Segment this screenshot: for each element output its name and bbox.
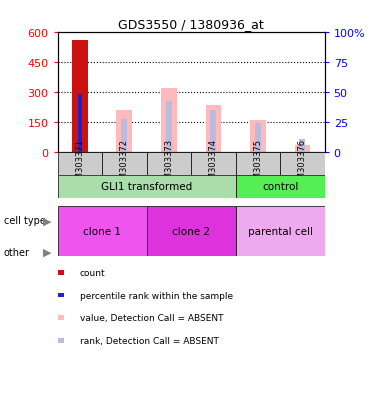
Bar xyxy=(166,102,172,153)
Text: rank, Detection Call = ABSENT: rank, Detection Call = ABSENT xyxy=(80,336,219,345)
Bar xyxy=(147,153,191,176)
Bar xyxy=(236,176,325,198)
Text: GSM303371: GSM303371 xyxy=(75,139,84,190)
Bar xyxy=(295,145,310,153)
Title: GDS3550 / 1380936_at: GDS3550 / 1380936_at xyxy=(118,17,264,31)
Text: control: control xyxy=(262,182,298,192)
Text: other: other xyxy=(4,247,30,257)
Bar xyxy=(250,121,266,153)
Bar xyxy=(58,176,236,198)
Bar xyxy=(102,153,147,176)
Bar xyxy=(147,206,236,256)
Bar xyxy=(255,123,261,153)
Bar xyxy=(280,153,325,176)
Bar xyxy=(299,140,305,153)
Bar xyxy=(236,153,280,176)
Text: count: count xyxy=(80,268,105,277)
Bar xyxy=(58,153,102,176)
Text: value, Detection Call = ABSENT: value, Detection Call = ABSENT xyxy=(80,313,223,323)
Text: GSM303375: GSM303375 xyxy=(253,139,262,190)
Text: GSM303374: GSM303374 xyxy=(209,139,218,190)
Text: parental cell: parental cell xyxy=(247,226,313,236)
Bar xyxy=(210,111,216,153)
Bar xyxy=(78,95,82,153)
Text: clone 2: clone 2 xyxy=(172,226,210,236)
Text: GLI1 transformed: GLI1 transformed xyxy=(101,182,192,192)
Text: GSM303376: GSM303376 xyxy=(298,139,307,190)
Bar xyxy=(206,106,221,153)
Text: ▶: ▶ xyxy=(43,247,51,257)
Bar xyxy=(72,41,88,153)
Text: clone 1: clone 1 xyxy=(83,226,121,236)
Bar xyxy=(121,120,127,153)
Bar xyxy=(161,89,177,153)
Bar xyxy=(116,111,132,153)
Bar xyxy=(236,206,325,256)
Text: ▶: ▶ xyxy=(43,216,51,226)
Text: GSM303372: GSM303372 xyxy=(120,139,129,190)
Text: cell type: cell type xyxy=(4,216,46,226)
Text: GSM303373: GSM303373 xyxy=(164,139,173,190)
Bar xyxy=(58,206,147,256)
Bar xyxy=(191,153,236,176)
Text: percentile rank within the sample: percentile rank within the sample xyxy=(80,291,233,300)
